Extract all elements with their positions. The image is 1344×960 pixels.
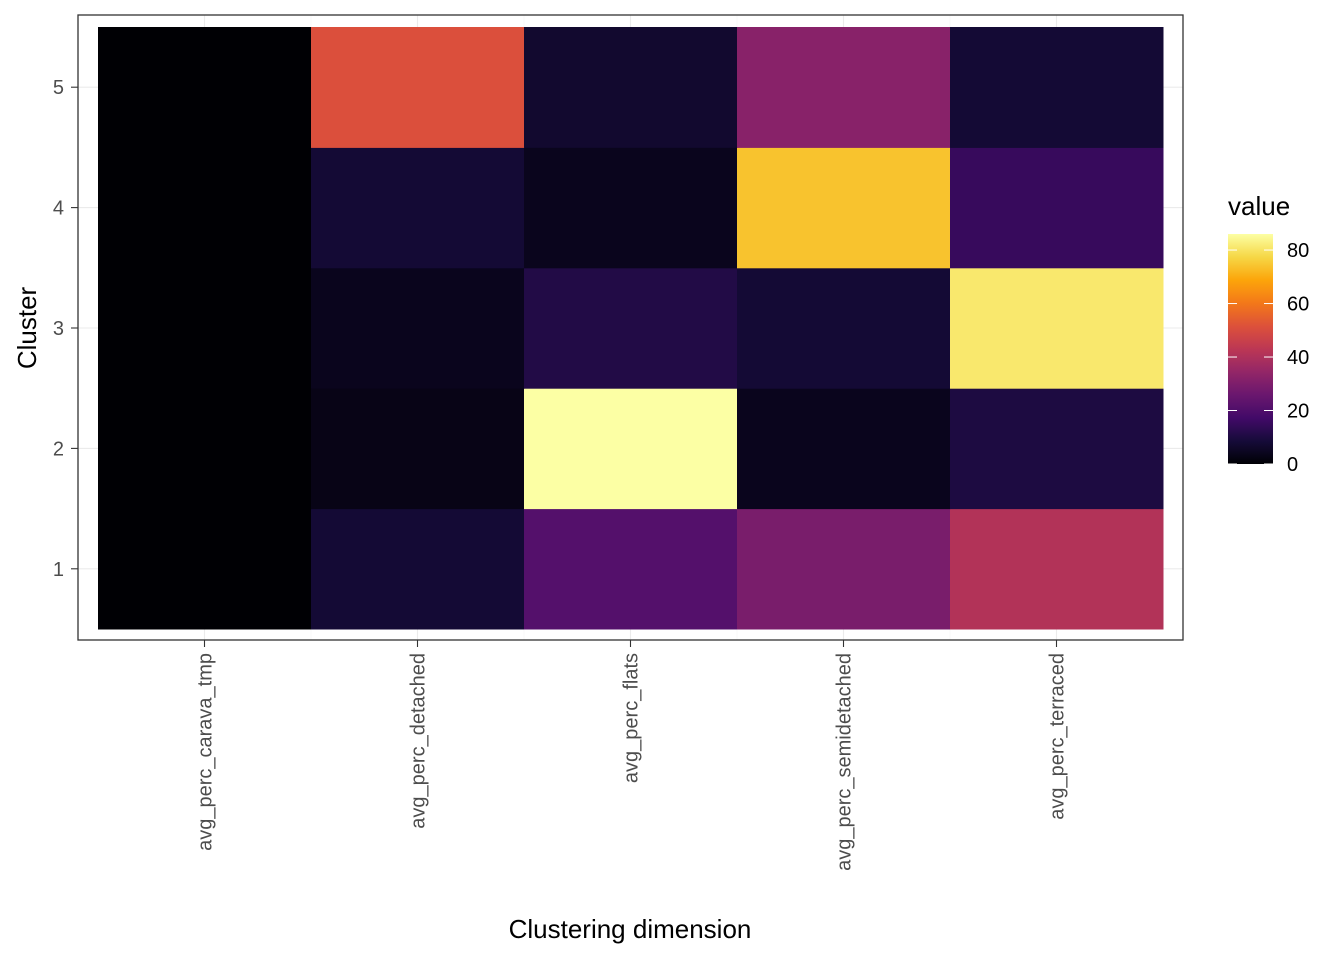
legend-title: value [1228, 191, 1290, 221]
heatmap-cell [524, 388, 738, 510]
heatmap-cell [737, 27, 951, 148]
heatmap-cell [524, 147, 738, 269]
x-tick-label: avg_perc_detached [408, 653, 430, 829]
y-axis: 1 2 3 4 5 [53, 77, 78, 581]
heatmap-cell [98, 27, 312, 148]
x-tick-label: avg_perc_semidetached [834, 653, 856, 871]
heatmap-cell [950, 508, 1164, 630]
legend-tick-label: 40 [1287, 347, 1309, 369]
heatmap-cell [98, 147, 312, 269]
y-tick-label: 1 [53, 559, 64, 581]
y-tick-label: 3 [53, 318, 64, 340]
heatmap-cell [311, 27, 525, 148]
x-tick-label: avg_perc_flats [621, 653, 643, 783]
x-tick-label: avg_perc_carava_tmp [195, 653, 217, 851]
legend-colorbar [1228, 234, 1273, 464]
heatmap-cell [737, 508, 951, 630]
heatmap-cell [524, 508, 738, 630]
heatmap-cell [950, 147, 1164, 269]
heatmap-cells [98, 27, 1164, 630]
heatmap-cell [524, 27, 738, 148]
x-axis: avg_perc_carava_tmp avg_perc_detached avg_… [195, 640, 1069, 871]
y-tick-label: 5 [53, 77, 64, 99]
heatmap-cell [311, 388, 525, 510]
heatmap-cell [737, 388, 951, 510]
legend-tick-label: 0 [1287, 454, 1298, 476]
heatmap-cell [98, 388, 312, 510]
color-legend: value 0 20 40 60 80 [1228, 191, 1309, 476]
x-axis-title: Clustering dimension [509, 914, 752, 944]
heatmap-cell [98, 508, 312, 630]
y-axis-title: Cluster [12, 286, 42, 369]
x-tick-label: avg_perc_terraced [1047, 653, 1069, 820]
heatmap-cell [311, 147, 525, 269]
heatmap-cell [311, 508, 525, 630]
heatmap-cell [311, 267, 525, 389]
heatmap-cell [98, 267, 312, 389]
heatmap-cell [524, 267, 738, 389]
y-tick-label: 2 [53, 438, 64, 460]
heatmap-cell [950, 27, 1164, 148]
heatmap-cell [950, 267, 1164, 389]
legend-tick-label: 20 [1287, 401, 1309, 423]
heatmap-cell [737, 147, 951, 269]
heatmap-cell [737, 267, 951, 389]
legend-tick-label: 80 [1287, 240, 1309, 262]
heatmap-cell [950, 388, 1164, 510]
y-tick-label: 4 [53, 198, 64, 220]
legend-tick-label: 60 [1287, 294, 1309, 316]
